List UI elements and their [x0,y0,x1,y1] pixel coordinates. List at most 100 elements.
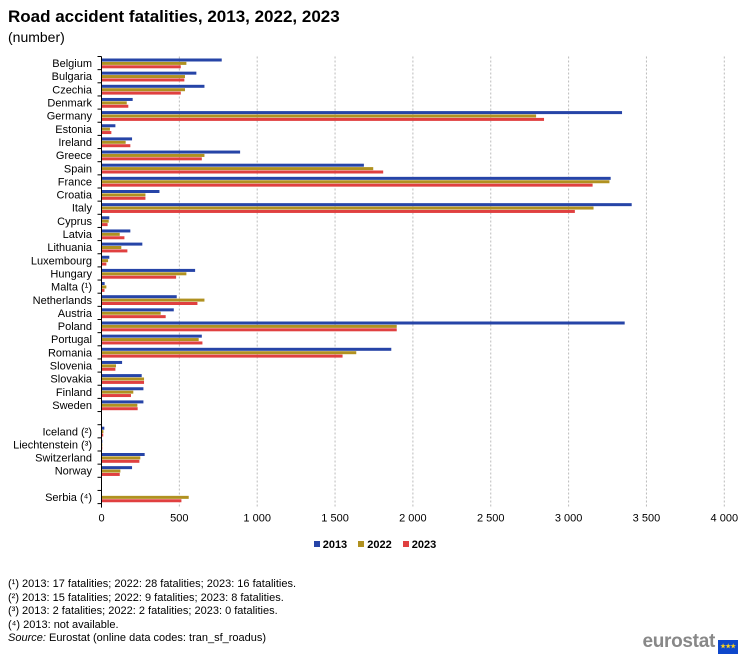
bar-2022-iceland [102,430,104,434]
bar-2023-netherlands [102,302,198,305]
bar-2022-romania [102,351,357,355]
chart-subtitle: (number) [8,29,65,45]
bar-2023-poland [102,328,397,332]
category-label: Poland [58,321,92,333]
bar-2022-portugal [102,338,199,342]
category-label: Latvia [63,229,93,241]
legend-item-2023: 2023 [402,539,436,551]
category-label: Slovenia [50,361,93,373]
category-label: Bulgaria [52,71,93,83]
bar-2022-spain [102,167,374,171]
category-label: Denmark [47,98,92,110]
bar-2023-finland [102,394,131,398]
source-line: Source: Eurostat (online data codes: tra… [8,632,296,646]
bar-2023-norway [102,472,120,476]
bar-2022-france [102,180,610,184]
eu-flag-icon: ★★★ [718,640,738,654]
eurostat-logo: eurostat ★★★ [642,631,738,654]
bar-2022-sweden [102,403,138,407]
source-text: Eurostat (online data codes: tran_sf_roa… [45,632,267,644]
category-label: Germany [47,111,93,123]
bar-2023-denmark [102,104,129,108]
category-label: Netherlands [33,295,93,307]
legend-swatch [313,541,320,547]
bar-2013-croatia [102,190,160,193]
category-label: Belgium [52,58,92,70]
category-label: Estonia [55,124,93,136]
bar-2022-denmark [102,101,127,105]
bar-2013-luxembourg [102,255,110,259]
bar-2013-italy [102,203,632,207]
bar-2022-austria [102,311,161,315]
bar-2023-germany [102,117,545,121]
bar-2022-slovenia [102,364,117,368]
category-label: Luxembourg [31,255,92,267]
footnote: (³) 2013: 2 fatalities; 2022: 2 fataliti… [8,605,278,617]
x-tick-label: 4 000 [711,513,739,525]
bar-2013-switzerland [102,453,145,456]
bar-2022-finland [102,390,134,394]
bar-2013-iceland [102,426,105,430]
bar-2022-greece [102,153,205,157]
bar-2013-latvia [102,229,131,233]
bar-2023-belgium [102,65,181,69]
bar-2022-czechia [102,88,185,92]
bar-2013-hungary [102,268,196,272]
bar-2023-lithuania [102,249,128,253]
legend-swatch [402,541,409,547]
category-label: Cyprus [57,216,92,228]
bar-2023-sweden [102,407,138,411]
category-label: Spain [64,163,92,175]
bar-2023-romania [102,354,343,358]
category-label: Malta (¹) [51,282,92,294]
bar-2022-netherlands [102,298,205,302]
bar-2013-poland [102,321,625,325]
x-tick-label: 2 500 [477,513,505,525]
x-tick-label: 500 [170,513,188,525]
bar-2023-estonia [102,131,112,135]
bar-2023-slovakia [102,380,145,384]
x-tick-label: 1 500 [321,513,349,525]
category-label: Czechia [52,84,93,96]
bar-2023-france [102,183,593,187]
bar-2022-cyprus [102,219,109,223]
bar-2022-italy [102,206,594,210]
legend-swatch [358,541,365,547]
bar-2013-belgium [102,58,222,62]
bar-2023-latvia [102,236,125,240]
bar-2013-cyprus [102,216,110,220]
bar-2013-romania [102,347,392,351]
footnote: (⁴) 2013: not available. [8,618,119,631]
bar-2022-poland [102,324,397,328]
bar-2022-germany [102,114,537,118]
bar-2023-hungary [102,275,177,279]
bar-2013-portugal [102,334,202,338]
bar-2022-norway [102,469,121,473]
category-label: Slovakia [50,374,92,386]
category-label: Portugal [51,334,92,346]
bar-2022-estonia [102,127,110,131]
bar-2022-ireland [102,140,126,144]
x-tick-label: 2 000 [399,513,427,525]
bar-2023-croatia [102,196,146,200]
bar-2013-lithuania [102,242,143,246]
bar-2023-italy [102,209,575,213]
bar-2013-estonia [102,124,116,128]
source-label: Source: [8,632,46,644]
bar-2023-luxembourg [102,262,107,266]
bar-2013-france [102,176,611,180]
bar-2023-czechia [102,91,181,95]
category-label: Finland [56,387,92,399]
logo-text: eurostat [642,631,715,652]
category-label: Liechtenstein (³) [13,439,92,451]
category-label: Switzerland [35,453,92,465]
bar-2013-ireland [102,137,133,141]
legend: 2013 2022 2023 [0,539,750,551]
category-label: Romania [48,347,93,359]
footnote: (¹) 2013: 17 fatalities; 2022: 28 fatali… [8,578,297,590]
category-label: Serbia (⁴) [45,492,92,504]
bar-2013-slovenia [102,360,123,364]
category-label: Austria [58,308,93,320]
bar-2013-germany [102,111,623,115]
bar-2023-malta [102,288,105,292]
